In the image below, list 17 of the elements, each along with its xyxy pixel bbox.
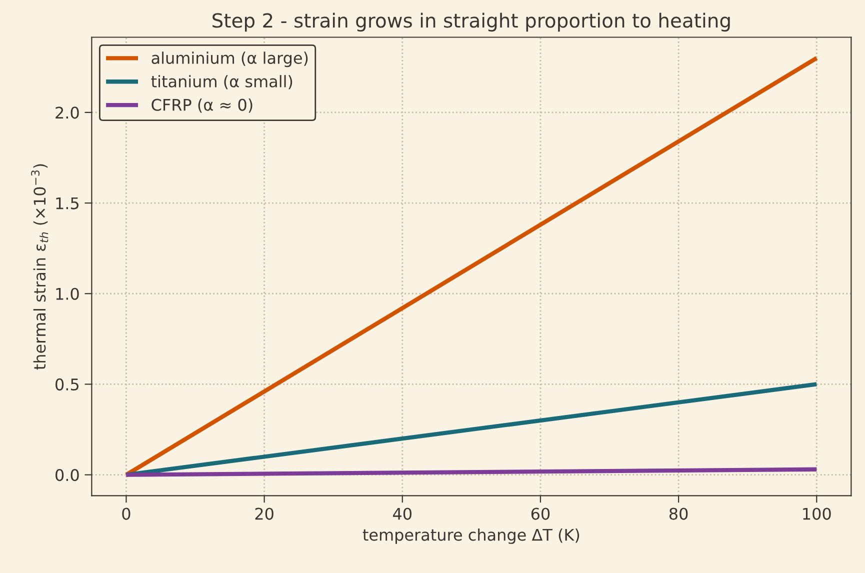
x-axis-title: temperature change ΔT (K): [362, 528, 580, 544]
x-tick-label: 20: [255, 508, 274, 520]
x-tick-label: 100: [803, 508, 831, 520]
y-tick-label: 1.0: [56, 288, 79, 300]
x-tick-label: 80: [669, 508, 688, 520]
x-tick-label: 60: [531, 508, 550, 520]
legend-label: aluminium (α large): [152, 52, 308, 68]
legend-label: CFRP (α ≈ 0): [152, 98, 252, 113]
y-tick-label: 1.5: [56, 197, 78, 210]
y-tick-label: 0.5: [56, 378, 78, 391]
y-axis-title: thermal strain ε$_{th}$ (×10$^{−3}$): [31, 164, 48, 370]
y-tick-label: 0.0: [56, 469, 79, 482]
x-tick-label: 40: [393, 508, 412, 520]
y-tick-label: 2.0: [56, 106, 79, 119]
x-tick-label: 0: [122, 508, 130, 520]
legend-label: titanium (α small): [151, 75, 292, 90]
chart-title: Step 2 - strain grows in straight proportion to heating: [212, 12, 730, 32]
